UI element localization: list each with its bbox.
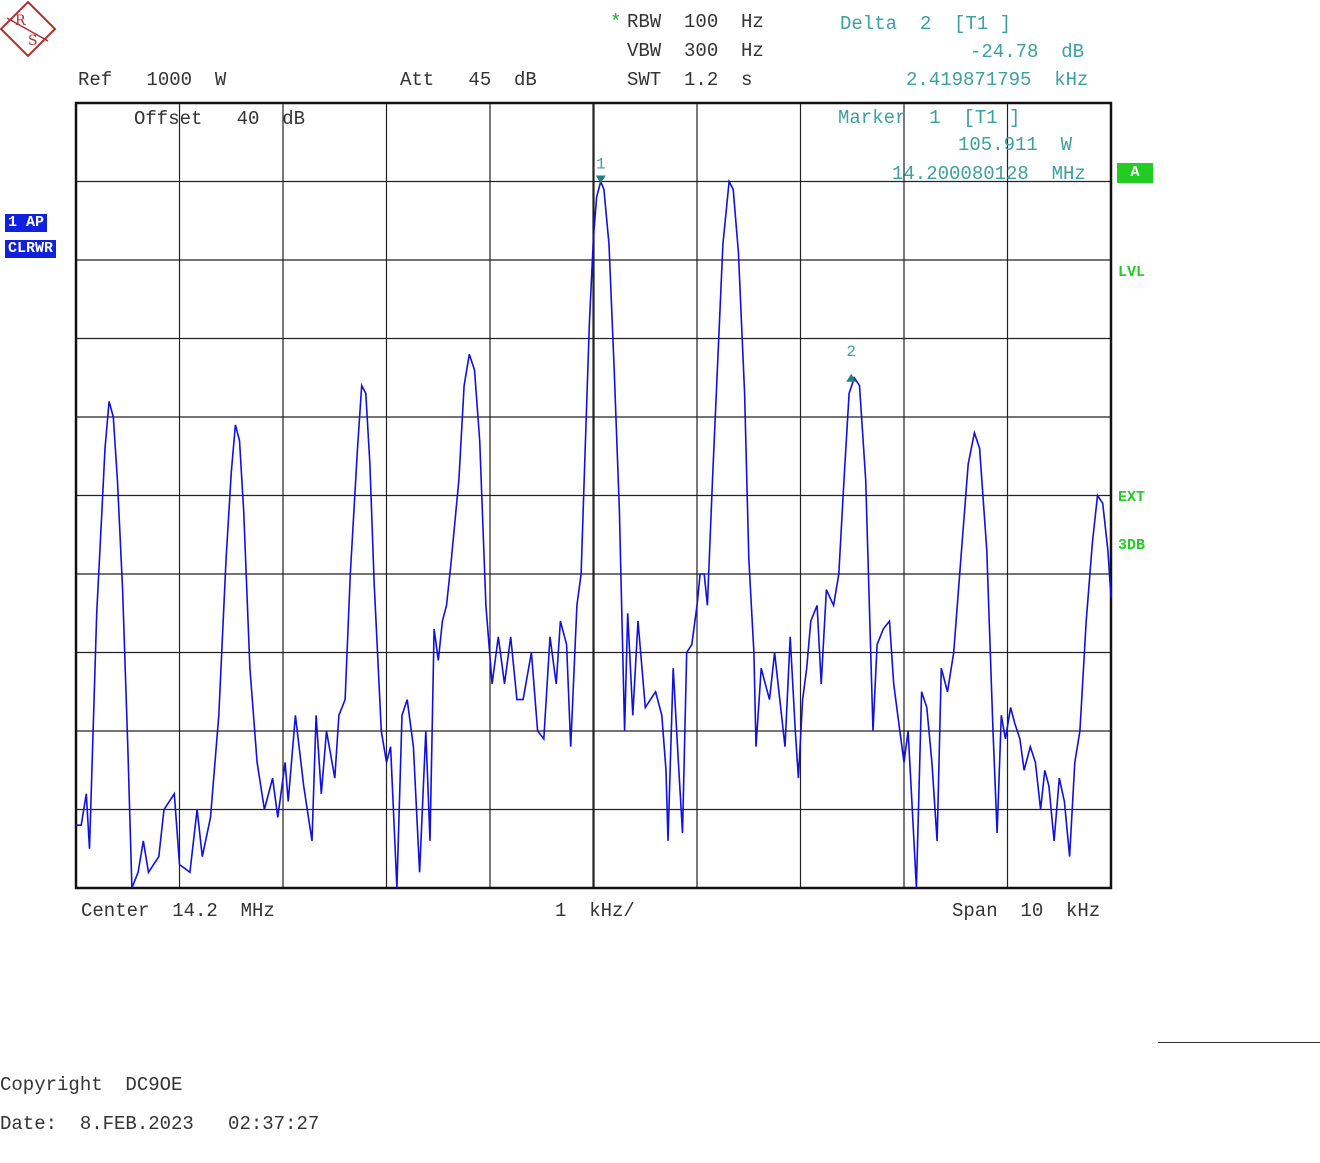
attenuation: Att 45 dB [400,69,537,91]
trace-mode-badge: 1 AP [5,214,48,232]
marker-1-label: 1 [596,156,606,174]
delta-marker-level: -24.78 dB [970,41,1085,63]
clear-write-badge: CLRWR [5,240,57,258]
marker1-freq: 14.200080128 MHz [892,163,1086,185]
span-readout: Span 10 kHz [952,900,1101,922]
marker-2-label: 2 [846,343,856,361]
rbw-star: * [610,11,622,33]
svg-text:R: R [15,13,26,29]
division-scale: 1 kHz/ [555,900,635,922]
offset-readout: Offset 40 dB [134,108,306,130]
plot-grid [76,103,1111,888]
marker-1-symbol [595,175,606,184]
plot-frame [74,101,1113,890]
center-frequency: Center 14.2 MHz [81,900,275,922]
vbw-readout: VBW 300 Hz [627,40,764,62]
markers: 12 [595,156,857,382]
rohde-schwarz-logo: R S [0,0,57,58]
delta-marker-freq: 2.419871795 kHz [906,69,1089,91]
date-text: Date: 8.FEB.2023 02:37:27 [0,1113,320,1135]
svg-text:S: S [28,33,38,49]
status-lvl: LVL [1118,264,1146,281]
marker1-title: Marker 1 [T1 ] [838,107,1021,129]
delta-marker-title: Delta 2 [T1 ] [840,13,1012,35]
status-3db: 3DB [1118,537,1146,554]
rbw-readout: RBW 100 Hz [627,11,764,33]
swt-readout: SWT 1.2 s [627,69,753,91]
marker1-level: 105.911 W [958,134,1073,156]
spectrum-trace [76,178,1112,889]
copyright-text: Copyright DC9OE [0,1074,183,1096]
marker-2-symbol [846,373,857,382]
status-a-badge: A [1117,163,1153,183]
ref-level: Ref 1000 W [78,69,227,91]
status-ext: EXT [1118,489,1146,506]
footer-rule [1158,1042,1320,1043]
